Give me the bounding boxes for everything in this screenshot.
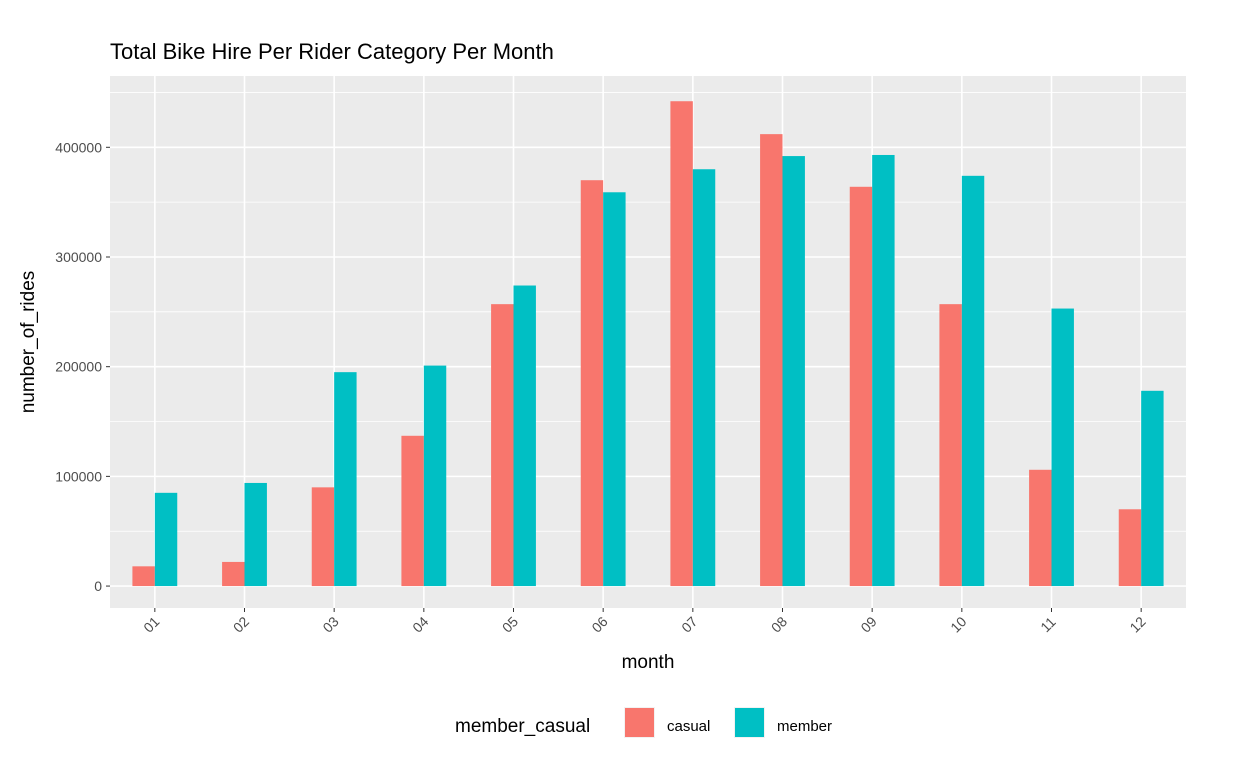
bar-member-08: [782, 156, 805, 587]
bar-member-01: [154, 492, 178, 587]
x-tick-label: 01: [140, 613, 162, 635]
y-axis: 0 100000 200000 300000 400000: [55, 139, 110, 594]
bar-casual-06: [580, 180, 604, 587]
plot-panel: [110, 76, 1186, 608]
bar-casual-07: [670, 101, 693, 587]
bar-member-03: [334, 372, 357, 587]
bar-casual-12: [1118, 509, 1142, 587]
bar-casual-03: [311, 487, 335, 587]
bar-member-05: [513, 285, 536, 587]
bar-casual-11: [1029, 469, 1052, 587]
x-tick-label: 04: [409, 613, 431, 635]
legend-swatch-casual: [625, 708, 654, 737]
bar-member-06: [603, 192, 626, 587]
legend-label-casual: casual: [667, 718, 710, 735]
bar-member-11: [1051, 308, 1074, 587]
x-tick-label: 11: [1037, 614, 1059, 636]
y-tick-label: 100000: [55, 468, 102, 484]
y-tick-label: 0: [94, 578, 102, 594]
legend-title: member_casual: [455, 716, 590, 737]
legend-label-member: member: [777, 718, 832, 735]
x-tick-label: 12: [1126, 613, 1148, 635]
y-tick-label: 200000: [55, 359, 102, 375]
x-tick-label: 09: [857, 613, 879, 635]
x-tick-label: 10: [947, 613, 969, 635]
bar-casual-05: [491, 304, 514, 587]
bar-casual-08: [760, 134, 783, 587]
y-axis-title: number_of_rides: [18, 271, 39, 414]
x-tick-label: 05: [499, 613, 521, 635]
y-tick-label: 300000: [55, 249, 102, 265]
bar-member-07: [692, 169, 716, 587]
x-axis: 01 02 03 04 05 06 07 08 09 10 11 12: [140, 608, 1149, 636]
x-axis-title: month: [622, 652, 675, 673]
bar-casual-10: [939, 304, 962, 587]
x-tick-label: 07: [678, 613, 700, 635]
x-tick-label: 06: [588, 613, 610, 635]
x-tick-label: 03: [319, 613, 341, 635]
legend-swatch-member: [735, 708, 764, 737]
y-tick-label: 400000: [55, 139, 102, 155]
bar-casual-04: [401, 435, 424, 587]
legend: member_casual casual member: [455, 707, 832, 738]
bar-casual-02: [222, 561, 245, 587]
bar-casual-09: [849, 186, 873, 587]
bar-member-09: [872, 154, 895, 587]
bar-member-02: [244, 482, 267, 587]
x-tick-label: 08: [768, 613, 790, 635]
bar-member-04: [423, 365, 447, 587]
bar-member-12: [1141, 390, 1164, 587]
chart-title: Total Bike Hire Per Rider Category Per M…: [110, 39, 554, 64]
x-tick-label: 02: [230, 613, 252, 635]
bar-casual-01: [132, 566, 155, 587]
bar-member-10: [961, 175, 985, 587]
bars: [132, 101, 1164, 587]
